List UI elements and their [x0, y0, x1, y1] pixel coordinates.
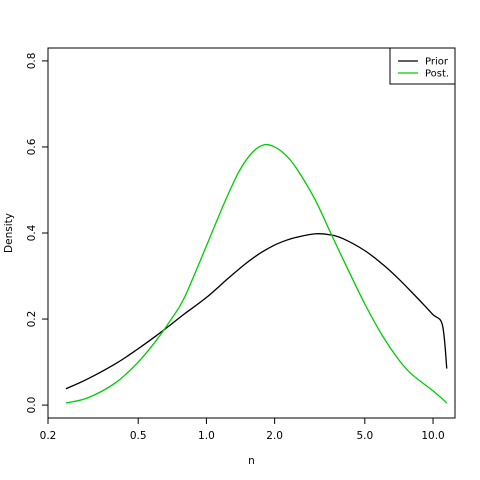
legend-label-post: Post.: [425, 69, 449, 80]
y-tick-label: 0.2: [26, 311, 38, 328]
plot-frame: [47, 47, 456, 419]
y-axis: 0.0 0.2 0.4 0.6 0.8: [26, 53, 48, 414]
x-tick-label: 10.0: [421, 430, 444, 442]
x-axis-title: n: [248, 455, 255, 467]
x-tick-label: 0.5: [130, 430, 147, 442]
x-axis: 0.2 0.5 1.0 2.0 5.0 10.0: [40, 418, 445, 442]
x-tick-label: 2.0: [266, 430, 283, 442]
y-tick-label: 0.4: [26, 224, 38, 241]
series-line-post: [65, 143, 448, 404]
series-layer: [65, 143, 448, 404]
x-tick-label: 1.0: [198, 430, 215, 442]
legend: Prior Post.: [389, 47, 456, 85]
y-tick-label: 0.8: [26, 53, 38, 70]
y-axis-title: Density: [3, 213, 15, 253]
y-tick-label: 0.0: [26, 397, 38, 414]
y-tick-label: 0.6: [26, 138, 38, 155]
series-line-prior: [65, 233, 448, 390]
x-tick-label: 5.0: [356, 430, 373, 442]
legend-box: [389, 47, 456, 85]
x-tick-label: 0.2: [40, 430, 57, 442]
legend-label-prior: Prior: [425, 57, 449, 68]
